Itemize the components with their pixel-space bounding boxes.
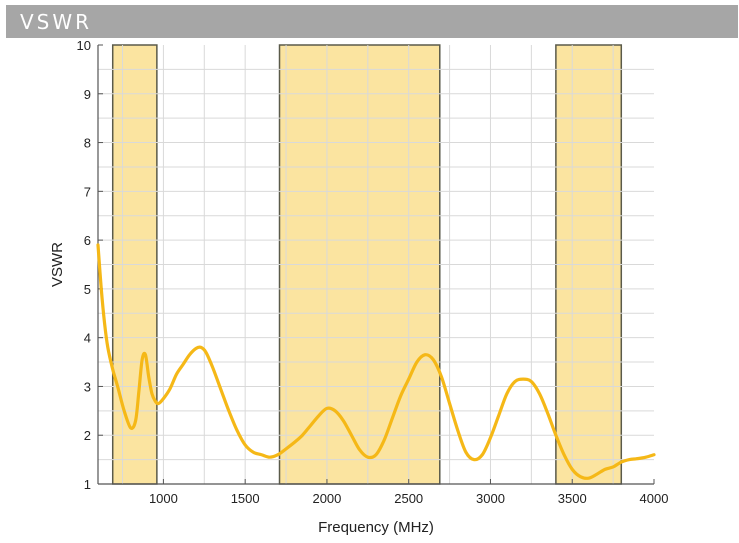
x-tick-label: 1000	[149, 491, 178, 506]
x-tick-label: 1500	[231, 491, 260, 506]
x-tick-label: 4000	[640, 491, 669, 506]
y-tick-label: 7	[84, 184, 91, 199]
series	[96, 243, 656, 480]
y-tick-label: 4	[84, 331, 91, 346]
header-bar: VSWR	[6, 5, 738, 38]
y-tick-label: 10	[77, 38, 91, 53]
x-axis-title: Frequency (MHz)	[318, 519, 434, 536]
x-tick-label: 3500	[558, 491, 587, 506]
y-axis-title: VSWR	[49, 242, 66, 287]
grid	[98, 45, 654, 484]
y-tick-label: 5	[84, 282, 91, 297]
y-tick-label: 9	[84, 87, 91, 102]
x-tick-label: 2000	[312, 491, 341, 506]
x-tick-label: 3000	[476, 491, 505, 506]
tick-labels: 1000 1500 2000 2500 3000 3500 4000 1 2 3 4 5 6 7 8 9 10	[77, 38, 669, 506]
y-tick-label: 8	[84, 136, 91, 151]
y-tick-label: 3	[84, 379, 91, 394]
y-tick-label: 1	[84, 477, 91, 492]
header-title: VSWR	[20, 10, 93, 34]
y-tick-label: 2	[84, 428, 91, 443]
x-tick-label: 2500	[394, 491, 423, 506]
y-tick-label: 6	[84, 233, 91, 248]
vswr-line-0	[96, 243, 656, 480]
